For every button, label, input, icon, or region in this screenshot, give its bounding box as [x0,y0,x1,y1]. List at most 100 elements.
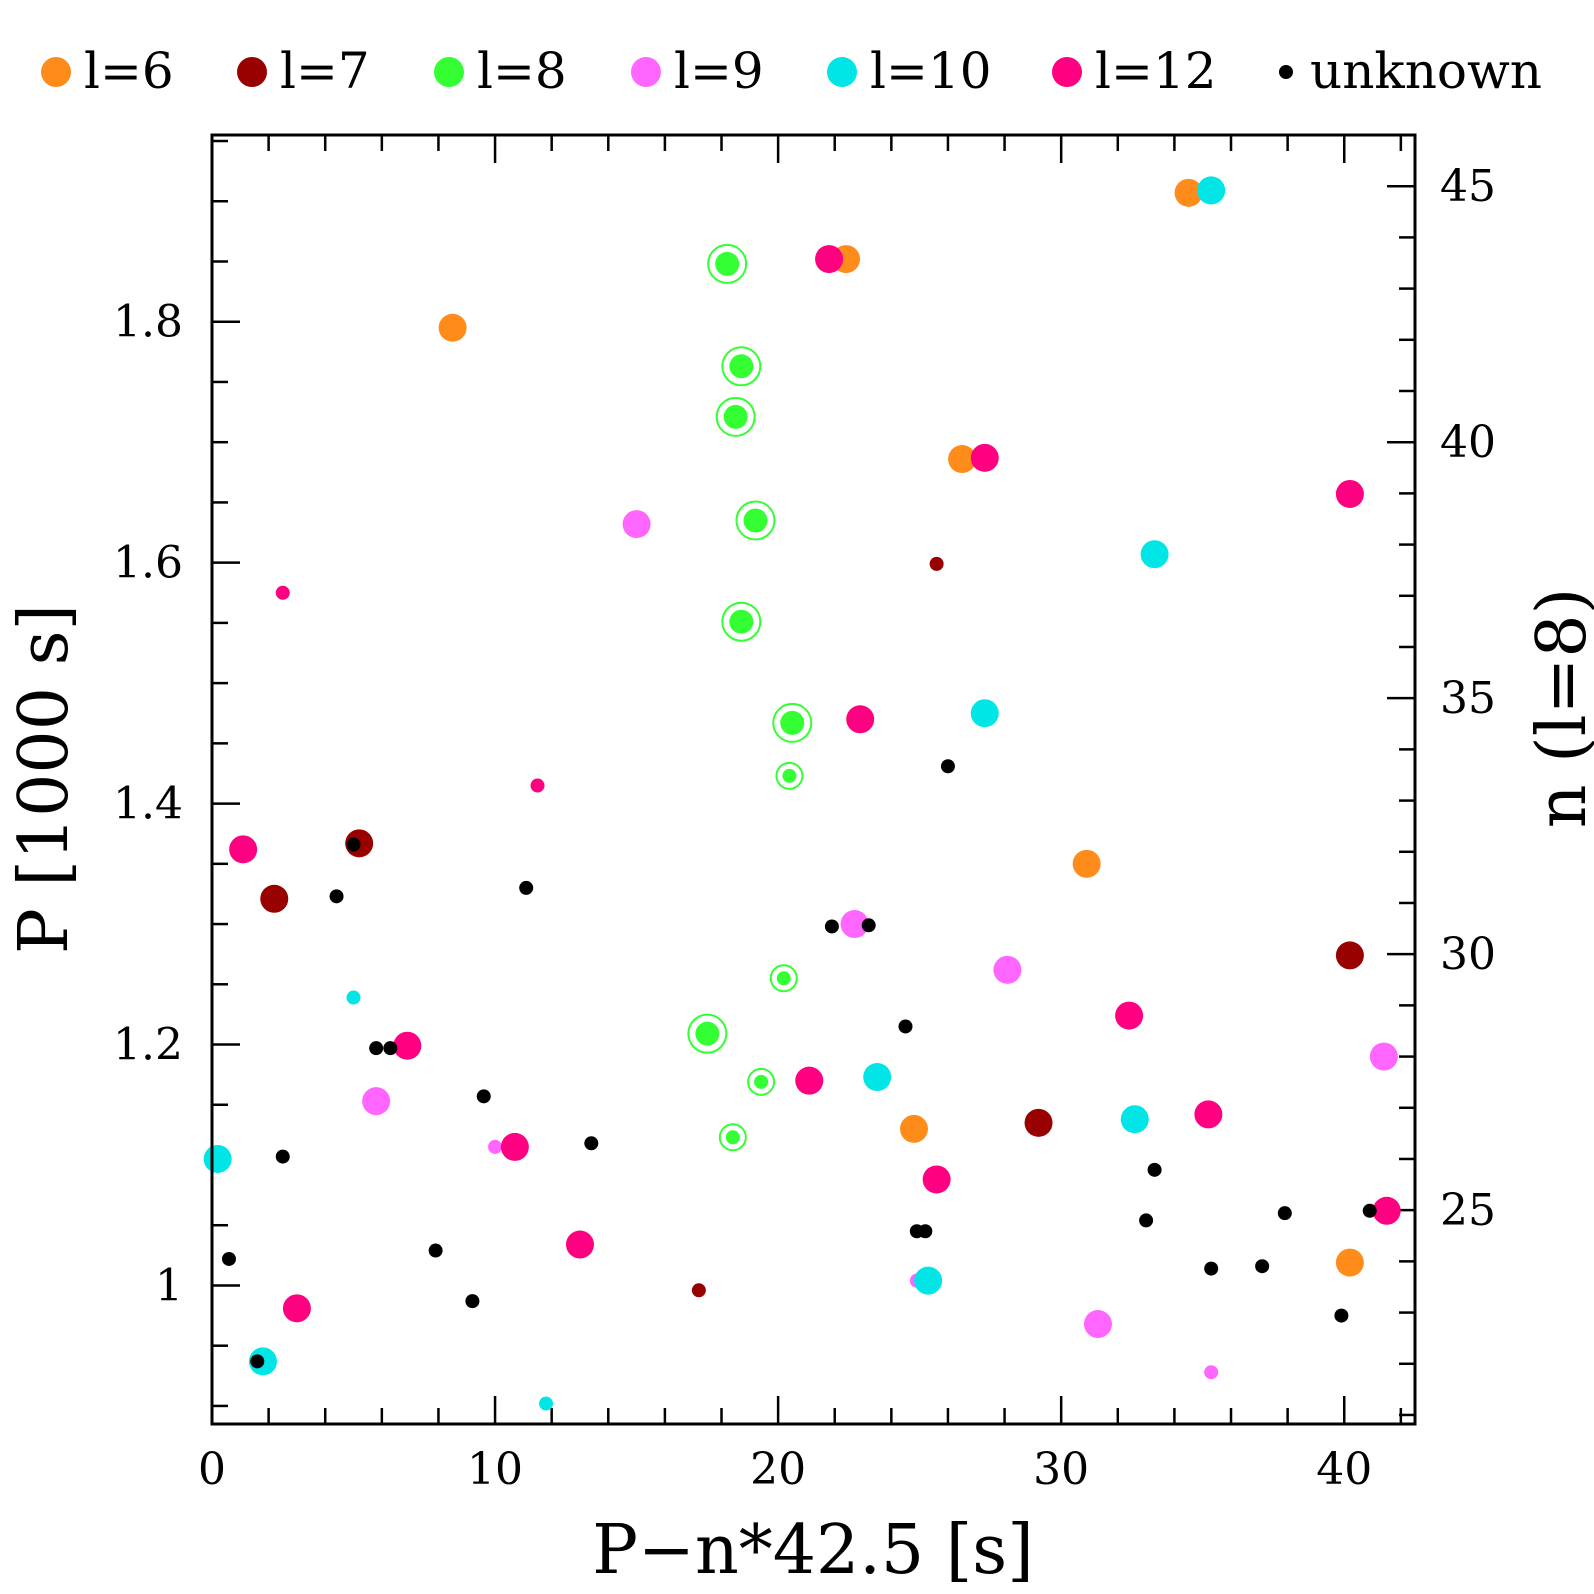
data-point [229,835,258,864]
data-point [782,768,797,783]
data-point [1120,1105,1149,1134]
data-point [929,556,944,571]
data-point [1083,1310,1112,1339]
data-point [329,889,344,904]
data-point [1147,1162,1162,1177]
data-point [1335,1248,1364,1277]
data-point [476,1089,491,1104]
data-point [695,1021,720,1046]
legend-marker [827,57,857,87]
data-point [1024,1108,1053,1137]
legend-label: l=6 [84,42,174,100]
x-tick-label: 20 [750,1444,806,1495]
data-point [1072,849,1101,878]
data-point [1204,1261,1219,1276]
data-point [1194,1100,1223,1129]
data-point [383,1041,398,1056]
data-point [584,1136,599,1151]
data-points [203,176,1401,1411]
data-point [970,443,999,472]
x-axis-title: P−n*42.5 [s] [592,1511,1034,1590]
point-ring [769,964,798,993]
data-point [565,1230,594,1259]
data-point [922,1165,951,1194]
legend-label: l=12 [1095,42,1217,100]
data-point [488,1139,503,1154]
y-tick-label: 1.8 [113,297,183,348]
data-point [1335,479,1364,508]
plot-frame [210,133,1417,1426]
data-point [530,778,545,793]
y2-tick-label: 25 [1440,1185,1496,1236]
legend-marker [434,57,464,87]
legend-label: l=10 [870,42,992,100]
data-point [840,910,869,939]
data-point [1277,1206,1292,1221]
data-point [723,404,748,429]
data-point [1115,1001,1144,1030]
data-point [275,1149,290,1164]
data-point [970,699,999,728]
data-point [539,1396,554,1411]
point-ring [687,1013,728,1054]
data-point [914,1266,943,1295]
legend-label: unknown [1310,42,1542,100]
data-point [369,1041,384,1056]
point-ring [707,243,748,284]
point-ring [735,500,776,541]
data-point [754,1074,769,1089]
data-point [282,1294,311,1323]
data-point [622,510,651,539]
data-point [250,1354,265,1369]
legend-marker [237,57,267,87]
y-tick-label: 1.4 [113,779,183,830]
data-point [500,1132,529,1161]
data-point [743,508,768,533]
data-point [1372,1196,1401,1225]
y2-tick-label: 45 [1440,161,1496,212]
legend-label: l=7 [280,42,370,100]
y-axis-title: P [1000 s] [5,604,84,954]
data-point [1197,176,1226,205]
y-tick-label: 1.2 [113,1020,183,1071]
data-point [428,1243,443,1258]
data-point [1334,1308,1349,1323]
legend-marker [1279,65,1293,79]
data-point [863,1063,892,1092]
data-point [898,1019,913,1034]
data-point [715,251,740,276]
legend-marker [41,57,71,87]
x-tick-label: 40 [1316,1444,1372,1495]
data-point [899,1114,928,1143]
data-point [776,971,791,986]
data-point [861,918,876,933]
data-point [795,1066,824,1095]
data-point [815,245,844,274]
point-ring [718,1123,747,1152]
data-point [729,609,754,634]
data-point [362,1087,391,1116]
data-point [1204,1365,1219,1380]
x-tick-label: 30 [1033,1444,1089,1495]
data-point [948,445,977,474]
data-point [725,1130,740,1145]
data-point [1255,1259,1270,1274]
data-point [1174,178,1203,207]
data-point [393,1031,422,1060]
x-tick-label: 10 [467,1444,523,1495]
data-point [780,710,805,735]
data-point [1139,1213,1154,1228]
data-point [346,837,361,852]
axis-ticks: 0 10 20 30 40 1 1.2 1.4 1.6 1.8 25 30 35 40 45 [113,133,1496,1495]
data-point [1140,540,1169,569]
legend-marker [1052,57,1082,87]
legend-label: l=9 [674,42,764,100]
data-point [203,1144,232,1173]
y2-tick-label: 30 [1440,929,1496,980]
data-point [275,585,290,600]
data-point [918,1224,933,1239]
point-ring [772,702,813,743]
data-point [1369,1042,1398,1071]
data-point [1362,1203,1377,1218]
data-point [691,1283,706,1298]
